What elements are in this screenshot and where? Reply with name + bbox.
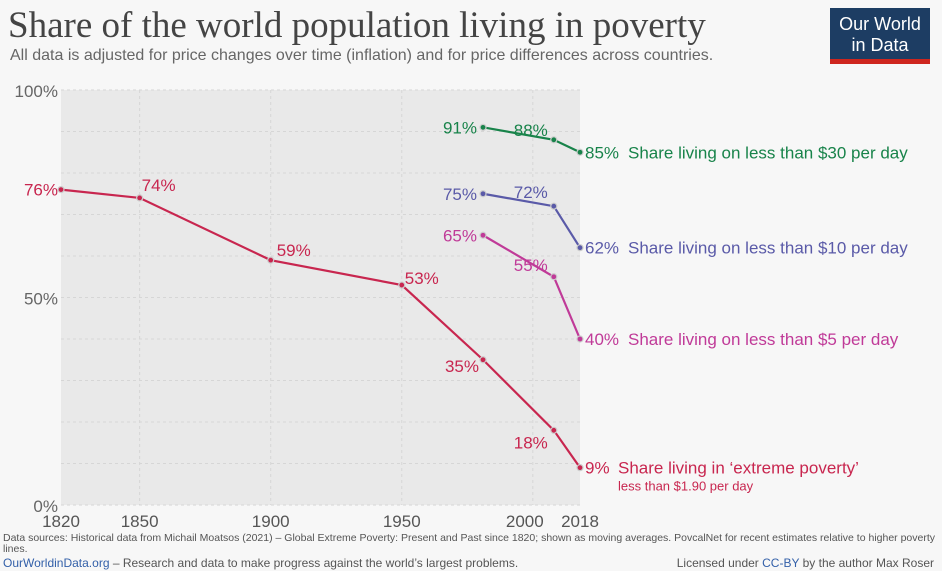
data-point (136, 194, 144, 202)
data-label: 53% (405, 269, 439, 288)
data-point (57, 186, 65, 194)
data-point (479, 123, 487, 131)
data-label: 85% (585, 143, 619, 162)
x-tick-label: 1950 (383, 512, 421, 531)
x-tick-label: 2018 (561, 512, 599, 531)
data-label: 18% (514, 433, 548, 452)
x-tick-label: 1850 (121, 512, 159, 531)
series-name: Share living on less than $10 per day (628, 239, 908, 258)
data-label: 59% (277, 241, 311, 260)
data-label: 35% (445, 357, 479, 376)
data-label: 91% (443, 118, 477, 137)
data-point (479, 190, 487, 198)
data-sources: Data sources: Historical data from Micha… (3, 532, 936, 555)
license-link[interactable]: CC-BY (762, 556, 800, 570)
y-tick-label: 50% (24, 290, 58, 309)
data-label: 40% (585, 330, 619, 349)
x-tick-label: 2000 (506, 512, 544, 531)
data-point (576, 335, 584, 343)
license-prefix: Licensed under (676, 556, 763, 570)
data-label: 9% (585, 459, 610, 478)
data-point (479, 231, 487, 239)
data-point (576, 244, 584, 252)
x-tick-label: 1820 (42, 512, 80, 531)
data-label: 55% (514, 256, 548, 275)
series-name: Share living in ‘extreme poverty’ (618, 459, 859, 478)
owid-logo[interactable]: Our World in Data (830, 8, 930, 64)
data-point (398, 281, 406, 289)
data-point (576, 148, 584, 156)
data-point (550, 426, 558, 434)
data-label: 62% (585, 239, 619, 258)
data-label: 88% (514, 121, 548, 140)
data-point (550, 273, 558, 281)
data-label: 65% (443, 226, 477, 245)
data-point (267, 256, 275, 264)
data-label: 72% (514, 183, 548, 202)
owid-link[interactable]: OurWorldinData.org (3, 556, 110, 570)
data-point (550, 202, 558, 210)
series-name: Share living on less than $30 per day (628, 143, 908, 162)
data-point (576, 464, 584, 472)
data-label: 75% (443, 185, 477, 204)
y-tick-label: 0% (33, 497, 58, 516)
series-name: Share living on less than $5 per day (628, 330, 899, 349)
series-sublabel: less than $1.90 per day (618, 479, 754, 494)
tagline: – Research and data to make progress aga… (109, 556, 519, 570)
chart-title: Share of the world population living in … (8, 5, 706, 46)
data-point (479, 356, 487, 364)
data-label: 74% (142, 176, 176, 195)
data-label: 76% (24, 181, 58, 200)
y-tick-label: 100% (15, 82, 58, 101)
data-point (550, 136, 558, 144)
x-tick-label: 1900 (252, 512, 290, 531)
license-suffix: by the author Max Roser (799, 556, 934, 570)
chart-subtitle: All data is adjusted for price changes o… (10, 47, 714, 64)
